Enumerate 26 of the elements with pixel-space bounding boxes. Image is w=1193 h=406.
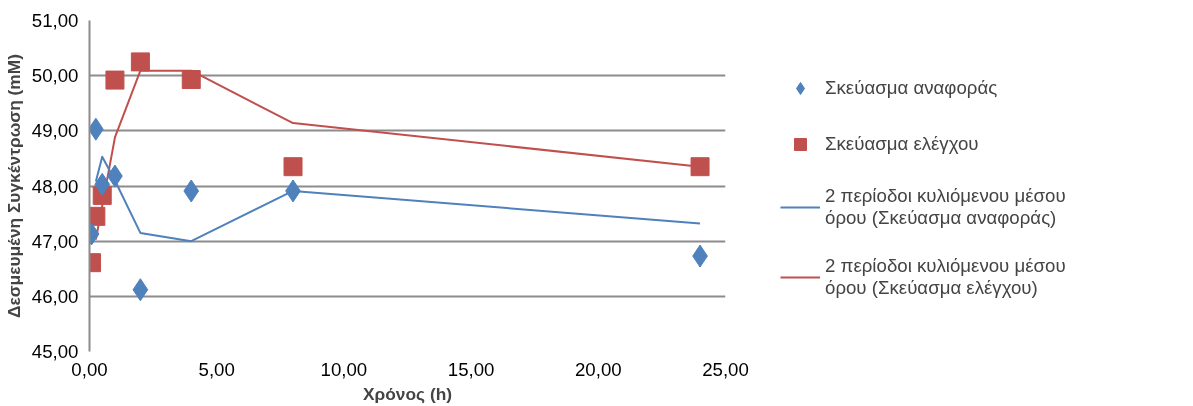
y-tick-label: 49,00	[31, 120, 79, 142]
y-tick-label: 50,00	[31, 65, 79, 87]
point	[283, 157, 303, 177]
y-tick-label: 51,00	[31, 10, 79, 31]
point	[183, 179, 200, 203]
legend-label: 2 περίοδοι κυλιόμενου μέσου όρου (Σκεύασμα ελέγχου)	[825, 254, 1066, 299]
x-axis-title: Χρόνος (h)	[362, 383, 453, 404]
y-axis-title: Δεσμευμένη Συγκέντρωση (mM)	[3, 54, 24, 318]
x-tick-label: 5,00	[198, 358, 235, 380]
point	[130, 52, 150, 72]
x-tick-label: 20,00	[574, 358, 622, 380]
x-tick-label: 15,00	[447, 358, 495, 380]
y-tick-label: 48,00	[31, 175, 79, 197]
line-series	[94, 155, 702, 243]
point	[690, 157, 710, 177]
y-tick-label: 46,00	[31, 285, 79, 307]
point	[94, 172, 111, 196]
x-tick-label: 10,00	[320, 358, 368, 380]
point	[105, 70, 125, 90]
x-tick-label: 25,00	[702, 358, 749, 380]
legend-label: Σκεύασμα ελέγχου	[825, 132, 979, 155]
legend-label: Σκεύασμα αναφοράς	[825, 76, 998, 99]
point	[132, 278, 149, 302]
y-tick-label: 47,00	[31, 230, 79, 252]
legend-label: 2 περίοδοι κυλιόμενου μέσου όρου (Σκεύασμα αναφοράς)	[825, 184, 1066, 229]
point	[181, 70, 201, 90]
